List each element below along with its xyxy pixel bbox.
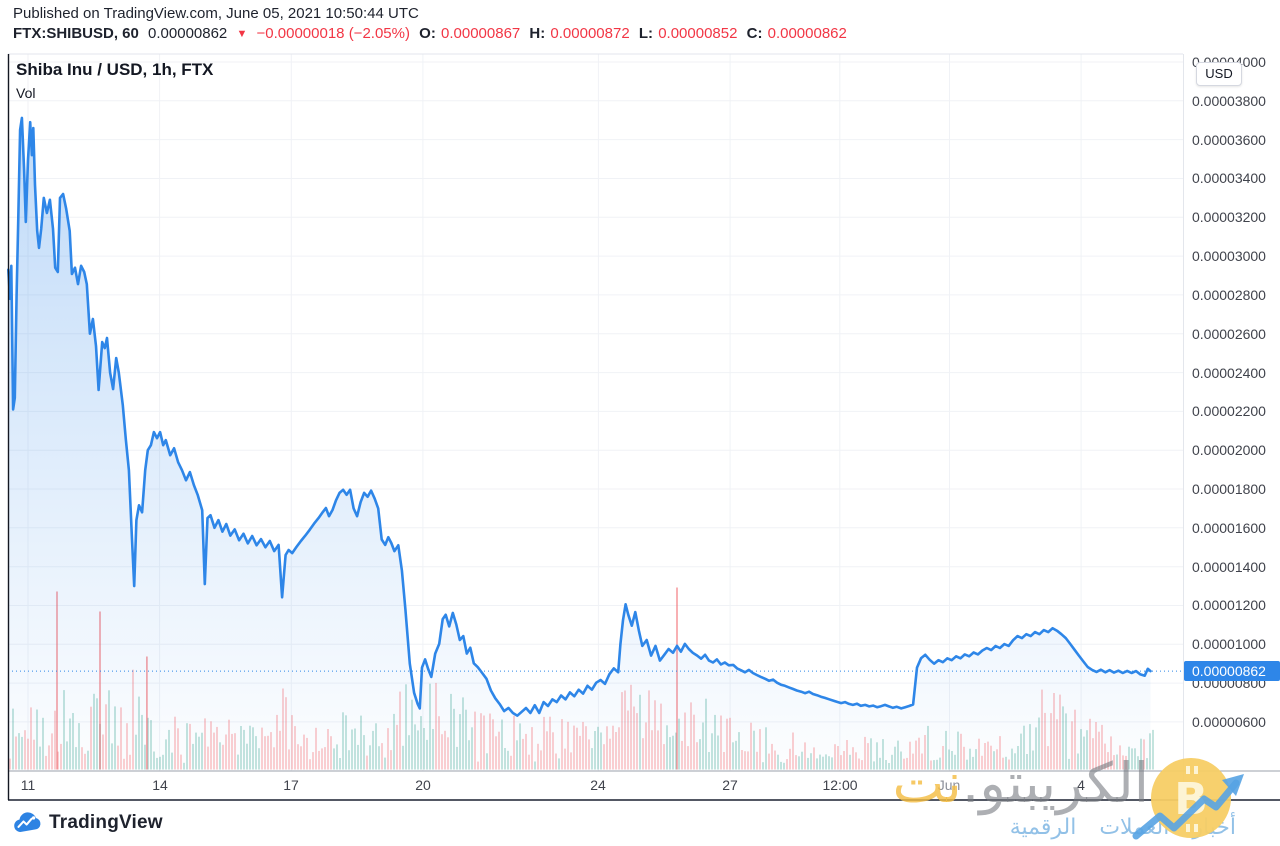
watermark-brand: الكريبتو.نت bbox=[892, 751, 1149, 815]
published-line: Published on TradingView.com, June 05, 2… bbox=[13, 5, 419, 22]
high-label: H: bbox=[529, 25, 546, 42]
time-tick-label: 20 bbox=[415, 777, 431, 793]
close-label: C: bbox=[746, 25, 763, 42]
high-value: 0.00000872 bbox=[550, 25, 630, 42]
symbol-name: FTX:SHIBUSD, 60 bbox=[13, 25, 139, 42]
tradingview-logo[interactable]: TradingView bbox=[13, 811, 163, 835]
price-line bbox=[7, 116, 1152, 717]
price-tick-label: 0.00003200 bbox=[1192, 209, 1266, 225]
price-tick-label: 0.00002600 bbox=[1192, 326, 1266, 342]
open-label: O: bbox=[419, 25, 436, 42]
current-price-badge: 0.00000862 bbox=[1184, 661, 1280, 681]
price-tick-label: 0.00003600 bbox=[1192, 132, 1266, 148]
time-tick-label: 11 bbox=[20, 777, 36, 793]
price-tick-label: 0.00001200 bbox=[1192, 597, 1266, 613]
price-tick-label: 0.00001600 bbox=[1192, 520, 1266, 536]
price-tick-label: 0.00001800 bbox=[1192, 481, 1266, 497]
price-tick-label: 0.00002000 bbox=[1192, 442, 1266, 458]
symbol-ohlc-line: FTX:SHIBUSD, 60 0.00000862 ▼ −0.00000018… bbox=[13, 25, 852, 42]
low-value: 0.00000852 bbox=[658, 25, 738, 42]
price-tick-label: 0.00003000 bbox=[1192, 248, 1266, 264]
price-tick-label: 0.00000600 bbox=[1192, 714, 1266, 730]
price-tick-label: 0.00003800 bbox=[1192, 93, 1266, 109]
price-tick-label: 0.00002200 bbox=[1192, 403, 1266, 419]
chart-title: Shiba Inu / USD, 1h, FTX bbox=[16, 60, 214, 79]
price-tick-label: 0.00001400 bbox=[1192, 559, 1266, 575]
time-tick-label: 14 bbox=[152, 777, 168, 793]
time-tick-label: 12:00 bbox=[822, 777, 858, 793]
open-value: 0.00000867 bbox=[441, 25, 521, 42]
time-tick-label: 27 bbox=[722, 777, 738, 793]
chart-legend: Shiba Inu / USD, 1h, FTX Vol bbox=[16, 60, 213, 101]
watermark-brand-yellow: نت bbox=[892, 751, 962, 815]
price-area-fill bbox=[8, 117, 1151, 771]
price-tick-label: 0.00003400 bbox=[1192, 170, 1266, 186]
price-tick-label: 0.00002800 bbox=[1192, 287, 1266, 303]
price-tick-label: 0.00001000 bbox=[1192, 636, 1266, 652]
time-tick-label: Jun bbox=[937, 777, 961, 793]
watermark-tagline: أخبار العملات الرقمية bbox=[1009, 815, 1236, 840]
tradingview-logo-text: TradingView bbox=[49, 812, 163, 833]
watermark-brand-gray: الكريبتو. bbox=[961, 751, 1149, 815]
last-price: 0.00000862 bbox=[148, 25, 228, 42]
tradingview-cloud-icon bbox=[14, 812, 41, 832]
low-label: L: bbox=[638, 25, 654, 42]
volume-study-label: Vol bbox=[16, 85, 36, 101]
close-value: 0.00000862 bbox=[767, 25, 847, 42]
price-change: −0.00000018 (−2.05%) bbox=[256, 25, 410, 42]
time-tick-label: 17 bbox=[283, 777, 299, 793]
time-tick-label: 4 bbox=[1077, 777, 1085, 793]
time-tick-label: 24 bbox=[590, 777, 606, 793]
down-arrow-icon: ▼ bbox=[236, 28, 248, 40]
price-tick-label: 0.00002400 bbox=[1192, 365, 1266, 381]
currency-usd-button[interactable]: USD bbox=[1196, 62, 1242, 86]
